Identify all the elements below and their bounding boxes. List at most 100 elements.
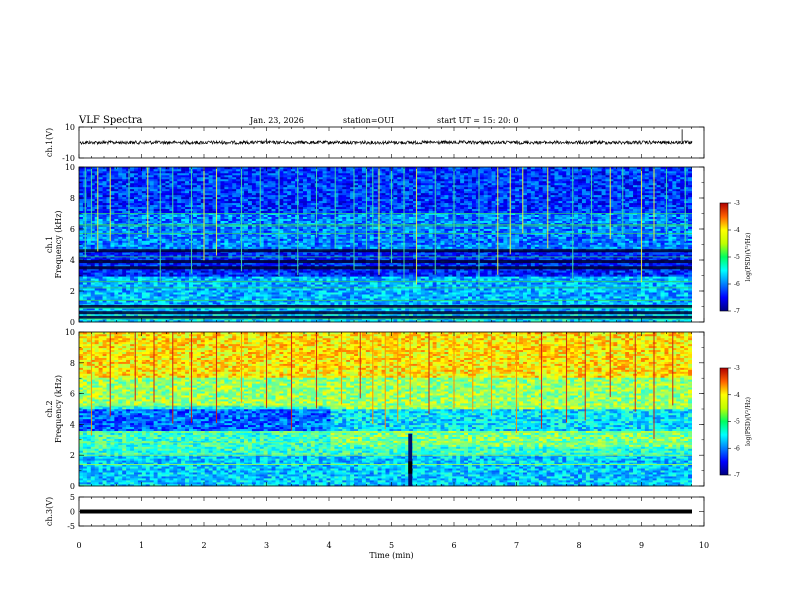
spectrogram-cell bbox=[141, 186, 147, 190]
spectrogram-cell bbox=[177, 196, 182, 200]
spectrogram-cell bbox=[291, 176, 296, 180]
spectrogram-cell bbox=[310, 244, 316, 247]
spectrogram-cell bbox=[79, 254, 84, 257]
spectrogram-cell bbox=[90, 180, 96, 184]
spectrogram-cell bbox=[247, 270, 253, 273]
spectrogram-cell bbox=[90, 290, 96, 293]
spectrogram-cell bbox=[302, 206, 308, 210]
spectrogram-cell bbox=[291, 242, 296, 245]
spectrogram-cell bbox=[310, 258, 316, 261]
spectrogram-cell bbox=[200, 272, 206, 275]
spectrogram-cell bbox=[153, 222, 158, 225]
spectrogram-cell bbox=[161, 188, 166, 192]
spectrogram-cell bbox=[299, 276, 304, 279]
spectrogram-cell bbox=[287, 238, 292, 241]
spectrogram-cell bbox=[244, 308, 249, 311]
spectrogram-cell bbox=[153, 244, 158, 247]
spectrogram-cell bbox=[232, 278, 237, 281]
spectrogram-cell bbox=[141, 272, 147, 275]
spectrogram-cell bbox=[185, 270, 190, 273]
spectrogram-cell bbox=[192, 220, 198, 223]
spectrogram-cell bbox=[216, 228, 221, 231]
spectrogram-cell bbox=[318, 184, 323, 188]
spectrogram-cell bbox=[224, 208, 229, 212]
spectrogram-cell bbox=[98, 180, 103, 184]
spectrogram-cell bbox=[212, 276, 217, 279]
spectrogram-cell bbox=[208, 176, 213, 180]
spectrogram-cell bbox=[224, 206, 229, 210]
spectrogram-cell bbox=[102, 170, 107, 174]
spectrogram-cell bbox=[236, 284, 241, 287]
spectrogram-cell bbox=[216, 270, 221, 273]
ch1-signal-line bbox=[79, 139, 693, 146]
spectrogram-cell bbox=[192, 272, 198, 275]
spectrogram-cell bbox=[244, 196, 249, 200]
spectrogram-cell bbox=[255, 252, 261, 255]
spectrogram-cell bbox=[141, 300, 147, 303]
spectrogram-cell bbox=[102, 296, 107, 299]
spectrogram-cell bbox=[90, 272, 96, 275]
spectrogram-cell bbox=[291, 168, 296, 172]
spectrogram-cell bbox=[263, 244, 268, 247]
spectrogram-cell bbox=[287, 228, 292, 231]
spectrogram-cell bbox=[141, 188, 147, 192]
spectrogram-cell bbox=[267, 268, 272, 271]
spectrogram-cell bbox=[236, 320, 241, 323]
spectrogram-cell bbox=[173, 242, 178, 245]
spectrogram-cell bbox=[310, 170, 316, 174]
spectrogram-cell bbox=[224, 204, 229, 208]
spectrogram-cell bbox=[267, 288, 272, 291]
spectrogram-cell bbox=[299, 290, 304, 293]
spectrogram-cell bbox=[153, 182, 158, 186]
spectrogram-cell bbox=[291, 182, 296, 186]
spectrogram-cell bbox=[137, 202, 143, 206]
spectrogram-cell bbox=[204, 272, 209, 275]
spectrogram-cell bbox=[189, 296, 194, 299]
spectrogram-cell bbox=[126, 300, 131, 303]
spectrogram-cell bbox=[102, 236, 107, 239]
spectrogram-cell bbox=[204, 184, 209, 188]
spectrogram-cell bbox=[287, 172, 292, 176]
spectrogram-cell bbox=[302, 176, 308, 180]
spectrogram-cell bbox=[173, 218, 178, 221]
spectrogram-cell bbox=[232, 200, 237, 204]
spectrogram-cell bbox=[247, 236, 253, 239]
spectrogram-cell bbox=[251, 246, 257, 249]
spectrogram-cell bbox=[106, 178, 111, 182]
spectrogram-cell bbox=[299, 270, 304, 273]
spectrogram-cell bbox=[283, 276, 288, 279]
spectrogram-cell bbox=[244, 302, 249, 305]
spectrogram-cell bbox=[299, 274, 304, 277]
spectrogram-cell bbox=[318, 192, 323, 196]
spectrogram-cell bbox=[310, 176, 316, 180]
spectrogram-cell bbox=[263, 208, 268, 212]
spectrogram-cell bbox=[126, 282, 131, 285]
spectrogram-cell bbox=[86, 200, 92, 204]
spectrogram-cell bbox=[279, 186, 284, 190]
spectrogram-cell bbox=[232, 172, 237, 176]
spectrogram-cell bbox=[200, 292, 206, 295]
spectrogram-cell bbox=[232, 240, 237, 243]
spectrogram-cell bbox=[94, 172, 99, 176]
spectrogram-cell bbox=[98, 182, 103, 186]
spectrogram-cell bbox=[200, 182, 206, 186]
spectrogram-cell bbox=[118, 204, 123, 208]
spectrogram-cell bbox=[165, 268, 170, 271]
spectrogram-cell bbox=[98, 320, 103, 323]
spectrogram-cell bbox=[322, 240, 327, 243]
spectrogram-cell bbox=[196, 192, 202, 196]
spectrogram-cell bbox=[149, 176, 154, 180]
spectrogram-cell bbox=[114, 200, 119, 204]
spectrogram-cell bbox=[306, 188, 312, 192]
spectrogram-cell bbox=[310, 300, 316, 303]
spectrogram-cell bbox=[259, 188, 264, 192]
spectrogram-cell bbox=[279, 190, 284, 194]
spectrogram-cell bbox=[86, 172, 92, 176]
spectrogram-cell bbox=[232, 192, 237, 196]
spectrogram-cell bbox=[228, 216, 233, 219]
spectrogram-cell bbox=[169, 236, 174, 239]
spectrogram-cell bbox=[220, 314, 225, 317]
spectrogram-cell bbox=[220, 296, 225, 299]
spectrogram-cell bbox=[196, 230, 202, 233]
spectrogram-cell bbox=[200, 274, 206, 277]
